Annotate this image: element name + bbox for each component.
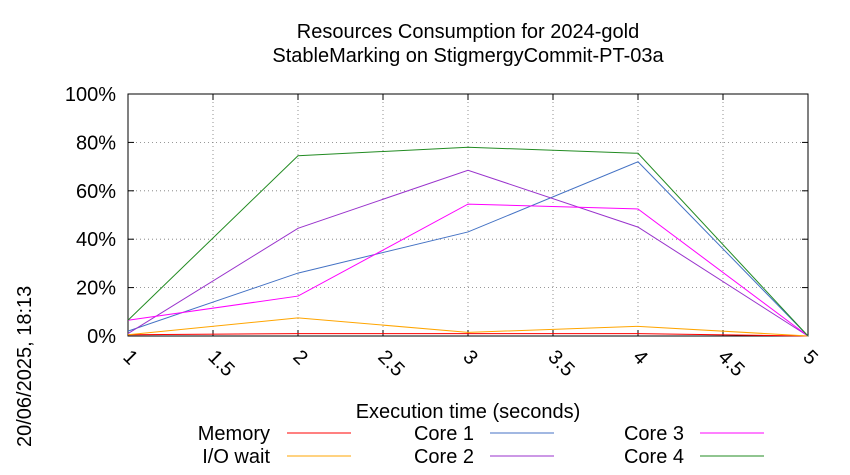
series-line-memory [127,333,809,337]
x-tick-label: 1 [118,346,141,369]
x-tick-label: 4 [628,346,651,369]
series-line-i-o-wait [127,317,809,337]
legend-label: I/O wait [202,446,270,468]
y-tick-label: 80% [76,132,116,154]
y-axis-ticks: 0% 20% 40% 60% 80% 100% [65,84,808,348]
x-tick-label: 4.5 [713,346,748,381]
x-tick-label: 3 [458,346,481,369]
legend-label: Core 3 [624,423,684,445]
chart-title: Resources Consumption for 2024-gold [296,21,640,43]
series-line-core-3 [127,203,809,337]
y-tick-label: 20% [76,278,116,300]
legend-label: Core 4 [624,446,684,468]
series-line-core-2 [127,169,809,337]
x-tick-label: 3.5 [543,346,578,381]
y-tick-label: 60% [76,181,116,203]
y-tick-label: 100% [65,84,116,106]
x-tick-label: 5 [798,346,821,369]
legend-label: Core 2 [414,446,474,468]
x-tick-label: 2.5 [373,346,408,381]
series-line-core-4 [127,146,809,337]
legend-label: Core 1 [414,423,474,445]
legend-label: Memory [198,423,270,445]
y-tick-label: 40% [76,229,116,251]
chart-subtitle: StableMarking on StigmergyCommit-PT-03a [272,45,664,67]
grid-lines [128,94,808,336]
x-tick-label: 2 [288,346,311,369]
series-line-core-1 [127,161,809,337]
x-axis-label: Execution time (seconds) [356,401,581,423]
series-lines [127,146,809,337]
x-tick-label: 1.5 [203,346,238,381]
y-tick-label: 0% [87,326,116,348]
